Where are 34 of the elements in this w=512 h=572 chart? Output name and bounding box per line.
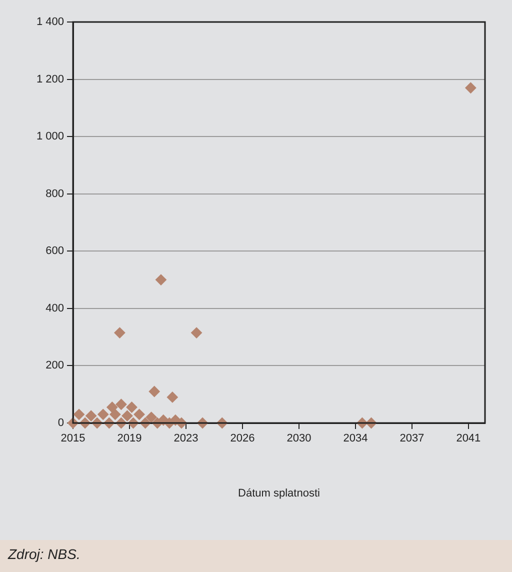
y-tick-label: 200 bbox=[46, 360, 64, 372]
x-tick-label: 2019 bbox=[117, 432, 142, 445]
y-tick-label: 0 bbox=[58, 417, 64, 430]
x-axis-title: Dátum splatnosti bbox=[238, 487, 320, 500]
point bbox=[116, 398, 127, 410]
text: Zdroj: NBS. bbox=[8, 546, 80, 562]
point bbox=[191, 327, 202, 338]
y-tick-label: 1 000 bbox=[36, 130, 64, 143]
point bbox=[122, 410, 133, 422]
x-tick-label: 2041 bbox=[456, 432, 481, 445]
point bbox=[166, 392, 178, 403]
point bbox=[155, 274, 166, 286]
point bbox=[134, 408, 145, 420]
x-tick-label: 2026 bbox=[230, 432, 255, 445]
point bbox=[98, 408, 109, 420]
point bbox=[114, 327, 126, 338]
point bbox=[126, 402, 138, 413]
y-tick-label: 400 bbox=[46, 302, 64, 314]
y-tick-label: 800 bbox=[46, 188, 64, 200]
x-tick-label: 2037 bbox=[400, 432, 424, 445]
point bbox=[86, 410, 97, 422]
point bbox=[146, 412, 157, 423]
point bbox=[74, 408, 85, 420]
y-tick-label: 1 400 bbox=[36, 16, 64, 28]
y-tick-label: 600 bbox=[46, 245, 64, 258]
point bbox=[465, 82, 476, 94]
point bbox=[106, 402, 118, 413]
point bbox=[148, 386, 160, 397]
x-tick-label: 2034 bbox=[343, 432, 368, 445]
x-tick-label: 2015 bbox=[60, 432, 86, 445]
x-tick-label: 2023 bbox=[174, 432, 198, 445]
y-tick-label: 1 200 bbox=[36, 73, 64, 86]
point bbox=[110, 408, 121, 420]
x-tick-label: 2030 bbox=[286, 432, 312, 445]
